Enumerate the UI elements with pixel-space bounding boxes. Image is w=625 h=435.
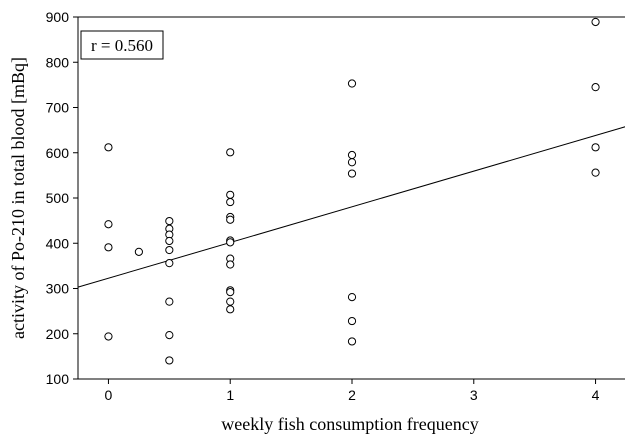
data-point xyxy=(104,143,113,152)
y-tick-label: 100 xyxy=(46,371,70,387)
data-point xyxy=(347,79,357,88)
y-tick-label: 600 xyxy=(46,145,70,161)
y-tick-label: 200 xyxy=(46,326,70,342)
data-point xyxy=(226,197,235,207)
x-tick-label: 3 xyxy=(470,387,478,403)
data-point xyxy=(165,259,174,268)
y-tick-label: 700 xyxy=(46,100,70,116)
data-point xyxy=(226,238,235,247)
correlation-annotation: r = 0.560 xyxy=(80,30,164,60)
y-tick-label: 800 xyxy=(46,54,70,70)
x-tick-label: 0 xyxy=(105,387,113,403)
data-point xyxy=(347,292,357,302)
x-tick-label: 2 xyxy=(348,387,356,403)
data-point xyxy=(165,356,174,365)
x-axis-title: weekly fish consumption frequency xyxy=(221,414,478,434)
y-tick-label: 300 xyxy=(46,281,70,297)
data-points xyxy=(104,17,600,365)
data-point xyxy=(165,297,174,306)
data-point xyxy=(104,332,113,341)
data-point xyxy=(165,245,174,255)
y-tick-label: 400 xyxy=(46,235,70,251)
annotation-text: r = 0.560 xyxy=(91,36,153,55)
x-tick-label: 1 xyxy=(226,387,234,403)
data-point xyxy=(591,17,600,27)
data-point xyxy=(104,243,113,252)
data-point xyxy=(226,297,235,306)
y-axis-title: activity of Po-210 in total blood [mBq] xyxy=(8,57,28,339)
data-point xyxy=(226,288,235,297)
data-point xyxy=(347,169,357,178)
data-point xyxy=(591,143,600,152)
data-point xyxy=(104,220,113,229)
data-point xyxy=(591,83,600,92)
data-point xyxy=(226,215,235,224)
y-tick-label: 500 xyxy=(46,190,70,206)
y-tick-label: 900 xyxy=(46,9,70,25)
data-point xyxy=(226,305,235,314)
data-point xyxy=(165,236,174,246)
data-point xyxy=(347,158,357,167)
data-point xyxy=(347,150,357,160)
x-axis-ticks: 0 1 2 3 4 xyxy=(105,379,600,403)
data-point xyxy=(226,148,235,157)
annotation-box xyxy=(80,30,164,60)
trendline xyxy=(77,126,625,288)
data-point xyxy=(165,331,174,340)
data-point xyxy=(347,316,357,326)
data-point xyxy=(226,260,235,269)
data-point xyxy=(226,190,235,199)
data-point xyxy=(134,247,143,256)
data-point xyxy=(591,168,600,177)
y-axis-ticks: 100 200 300 400 500 600 700 800 900 xyxy=(46,9,78,387)
x-tick-label: 4 xyxy=(592,387,600,403)
data-point xyxy=(347,337,357,346)
data-point xyxy=(165,216,174,226)
